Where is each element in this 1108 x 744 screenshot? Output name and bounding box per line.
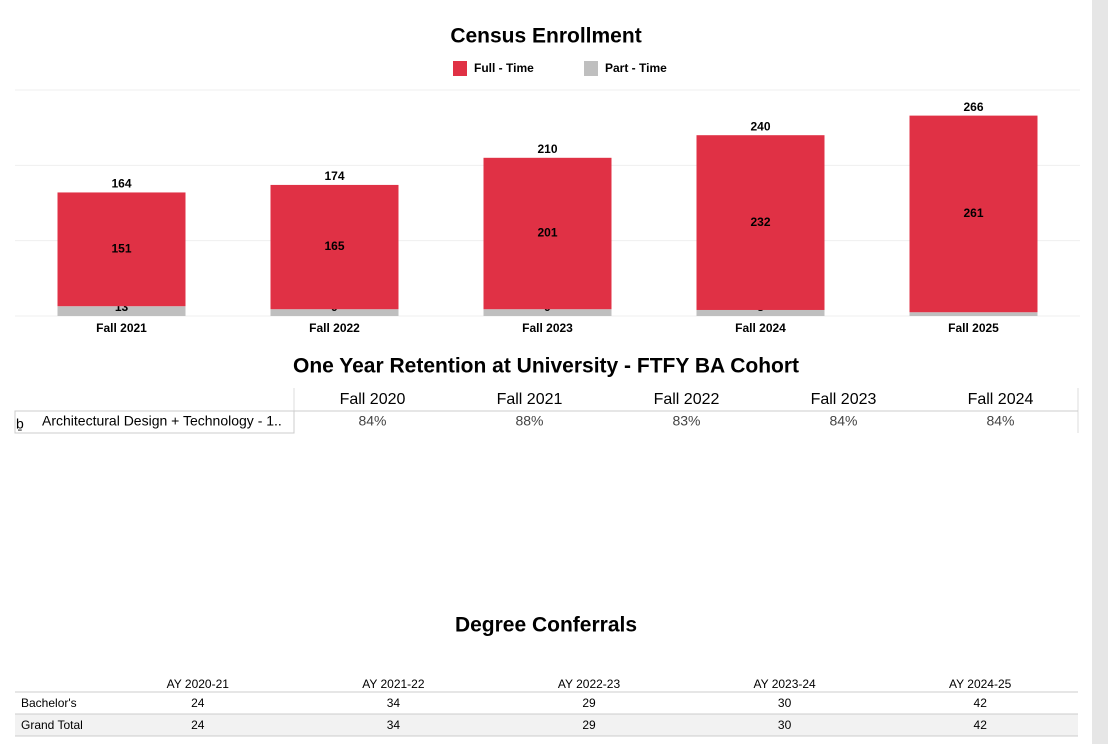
x-tick-label: Fall 2024 bbox=[735, 321, 786, 335]
total-label: 266 bbox=[963, 100, 983, 114]
total-label: 174 bbox=[324, 169, 344, 183]
bar-segment bbox=[696, 135, 825, 310]
x-tick-label: Fall 2025 bbox=[948, 321, 999, 335]
column-header: Fall 2020 bbox=[340, 391, 406, 408]
cell: 30 bbox=[778, 696, 792, 710]
bar-segment bbox=[57, 306, 186, 316]
cell: 88% bbox=[515, 413, 543, 429]
x-tick-label: Fall 2022 bbox=[309, 321, 360, 335]
cell: 24 bbox=[191, 718, 205, 732]
column-header: AY 2022-23 bbox=[558, 677, 621, 691]
column-header: AY 2023-24 bbox=[753, 677, 816, 691]
bar-segment bbox=[696, 309, 825, 316]
legend-swatch bbox=[584, 61, 598, 76]
column-header: AY 2024-25 bbox=[949, 677, 1012, 691]
cell: 42 bbox=[974, 696, 988, 710]
cell: 30 bbox=[778, 718, 792, 732]
bar-segment bbox=[270, 309, 399, 316]
total-label: 210 bbox=[537, 142, 557, 156]
bar-segment bbox=[483, 157, 612, 310]
column-header: Fall 2022 bbox=[654, 391, 720, 408]
bar-segment bbox=[57, 192, 186, 307]
cell: 24 bbox=[191, 696, 205, 710]
x-tick-label: Fall 2023 bbox=[522, 321, 573, 335]
row-icon: ḇ bbox=[16, 416, 24, 432]
row-band bbox=[15, 714, 1078, 736]
total-label: 240 bbox=[750, 119, 770, 133]
scrollbar[interactable] bbox=[1092, 0, 1108, 744]
value-label: 201 bbox=[537, 226, 557, 240]
value-label: 151 bbox=[111, 242, 131, 256]
cell: 84% bbox=[986, 413, 1014, 429]
row-label: Grand Total bbox=[21, 718, 83, 732]
bar-segment bbox=[909, 115, 1038, 313]
bar-segment bbox=[909, 312, 1038, 316]
chart-title: Census Enrollment bbox=[450, 25, 641, 48]
cell: 34 bbox=[387, 718, 401, 732]
legend-label: Part - Time bbox=[605, 61, 667, 75]
column-header: AY 2021-22 bbox=[362, 677, 425, 691]
cell: 84% bbox=[829, 413, 857, 429]
column-header: AY 2020-21 bbox=[167, 677, 230, 691]
cell: 42 bbox=[974, 718, 988, 732]
cell: 29 bbox=[582, 718, 596, 732]
cell: 83% bbox=[672, 413, 700, 429]
cell: 29 bbox=[582, 696, 596, 710]
cell: 34 bbox=[387, 696, 401, 710]
column-header: Fall 2021 bbox=[497, 391, 563, 408]
retention-title: One Year Retention at University - FTFY … bbox=[293, 355, 799, 378]
total-label: 164 bbox=[111, 177, 131, 191]
cell: 84% bbox=[358, 413, 386, 429]
column-header: Fall 2023 bbox=[811, 391, 877, 408]
row-label: Architectural Design + Technology - 1.. bbox=[42, 413, 282, 429]
value-label: 165 bbox=[324, 239, 344, 253]
bar-segment bbox=[270, 184, 399, 310]
bar-segment bbox=[483, 309, 612, 316]
legend-swatch bbox=[453, 61, 467, 76]
conferrals-title: Degree Conferrals bbox=[455, 614, 637, 637]
column-header: Fall 2024 bbox=[968, 391, 1034, 408]
value-label: 261 bbox=[963, 206, 983, 220]
row-label: Bachelor's bbox=[21, 696, 77, 710]
value-label: 232 bbox=[750, 215, 770, 229]
x-tick-label: Fall 2021 bbox=[96, 321, 147, 335]
row-header-cell bbox=[14, 410, 295, 434]
legend-label: Full - Time bbox=[474, 61, 534, 75]
